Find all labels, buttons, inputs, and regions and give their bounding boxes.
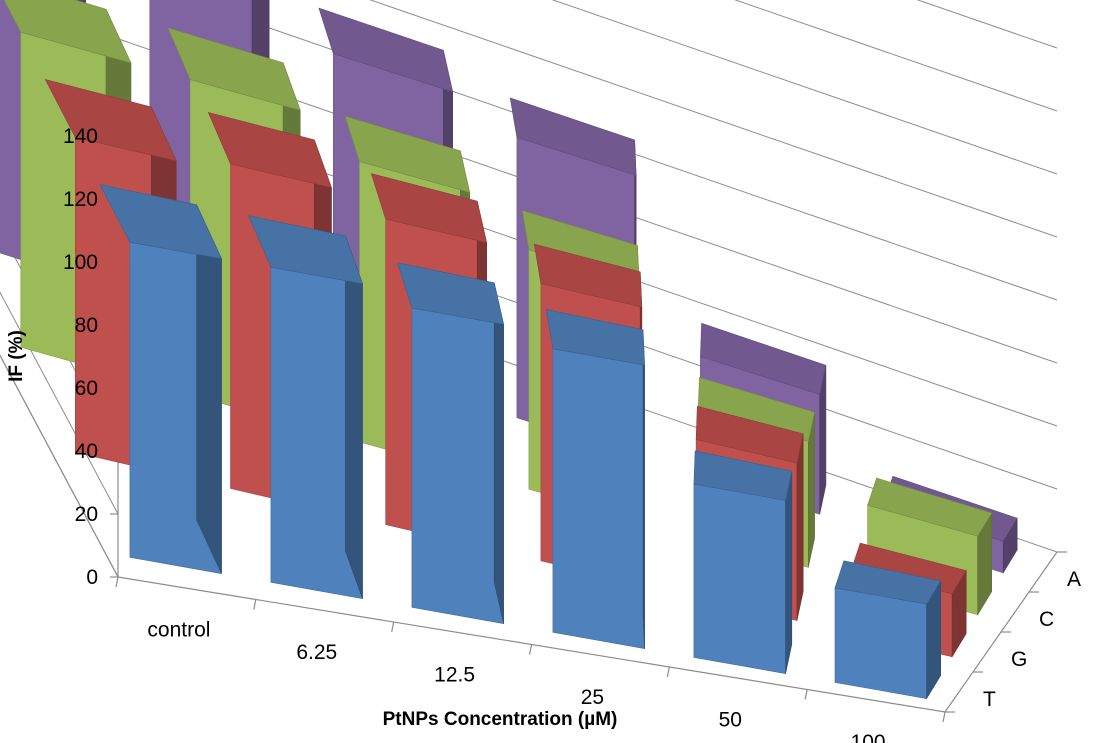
x-axis-title: PtNPs Concentration (µM) — [383, 709, 618, 730]
y-tick-label: 0 — [86, 566, 98, 589]
series-label: T — [983, 688, 996, 711]
bar — [248, 215, 363, 599]
series-label: G — [1011, 648, 1027, 671]
chart-labels: 0 20 40 60 80 100 120 140 control 6.25 12.5 25 50 100… — [63, 125, 1081, 743]
x-tick-label: control — [147, 618, 210, 641]
bar — [99, 184, 223, 574]
y-tick-label: 40 — [75, 440, 98, 463]
y-axis-title: IF (%) — [6, 330, 27, 382]
floor-left-edge — [0, 354, 119, 578]
x-tick-mark — [942, 711, 946, 723]
chart-bars — [0, 0, 1018, 700]
series-label: A — [1067, 568, 1081, 591]
x-tick-label: 12.5 — [434, 663, 475, 686]
bar — [545, 309, 645, 649]
y-tick-label: 20 — [75, 503, 98, 526]
bar — [397, 262, 504, 624]
y-tick-label: 80 — [75, 314, 98, 337]
y-tick-label: 120 — [63, 188, 98, 211]
x-tick-mark — [528, 644, 533, 655]
x-tick-label: 25 — [581, 686, 604, 709]
x-tick-mark — [804, 689, 808, 700]
gridline — [0, 123, 1058, 515]
x-tick-mark — [391, 621, 395, 633]
bar — [693, 450, 793, 674]
series-label: C — [1039, 608, 1054, 631]
bar — [834, 560, 942, 700]
x-tick-mark — [253, 599, 257, 610]
y-tick-label: 100 — [63, 251, 98, 274]
y-tick-label: 140 — [63, 125, 98, 148]
x-tick-label: 50 — [719, 708, 742, 731]
x-tick-mark — [666, 666, 670, 678]
x-tick-label: 6.25 — [296, 641, 337, 664]
x-tick-mark — [115, 576, 119, 588]
x-tick-label: 100 — [851, 731, 886, 743]
y-tick-label: 60 — [75, 377, 98, 400]
